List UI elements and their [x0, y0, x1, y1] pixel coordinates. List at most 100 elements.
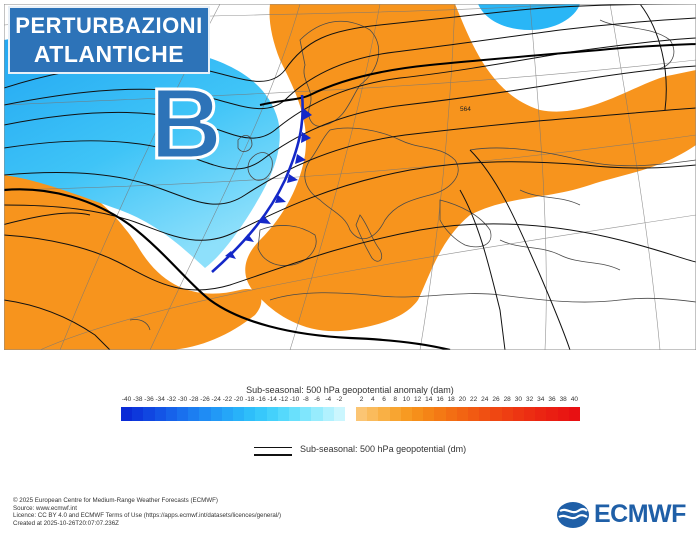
negative-tick-label: -24 — [211, 396, 221, 403]
positive-tick-label: 12 — [413, 396, 422, 403]
negative-tick-label: -40 — [121, 396, 132, 403]
negative-swatch — [266, 407, 278, 421]
positive-tick-label: 10 — [402, 396, 411, 403]
low-pressure-symbol: B — [148, 68, 223, 180]
positive-swatch — [356, 407, 368, 421]
ecmwf-logo-text: ECMWF — [594, 500, 686, 528]
negative-swatch — [233, 407, 245, 421]
negative-tick-label: -32 — [166, 396, 177, 403]
negative-swatch — [255, 407, 267, 421]
negative-swatch — [132, 407, 144, 421]
positive-tick-label: 2 — [359, 396, 364, 403]
weather-map: 564 — [4, 4, 696, 350]
negative-swatch — [143, 407, 155, 421]
positive-tick-label: 32 — [525, 396, 534, 403]
positive-swatch — [456, 407, 469, 421]
negative-tick-label: -6 — [314, 396, 320, 403]
negative-tick-label: -28 — [189, 396, 199, 403]
positive-tick-label: 6 — [382, 396, 386, 403]
positive-swatch — [412, 407, 424, 421]
positive-swatch — [400, 407, 413, 421]
positive-swatch — [568, 407, 581, 421]
negative-tick-label: -30 — [177, 396, 188, 403]
negative-tick-label: -34 — [155, 396, 165, 403]
cold-front — [211, 94, 312, 273]
negative-swatch — [199, 407, 211, 421]
negative-tick-label: -18 — [245, 396, 255, 403]
positive-swatch — [367, 407, 379, 421]
positive-tick-label: 30 — [514, 396, 523, 403]
low-anomaly-area-north — [478, 4, 580, 30]
positive-tick-label: 26 — [492, 396, 500, 403]
negative-swatch — [244, 407, 256, 421]
positive-swatch — [535, 407, 547, 421]
negative-tick-label: -2 — [336, 396, 343, 403]
negative-swatch — [165, 407, 178, 421]
negative-tick-label: -4 — [325, 396, 332, 403]
positive-tick-label: 8 — [393, 396, 397, 403]
positive-swatch — [501, 407, 513, 421]
positive-tick-label: 40 — [570, 396, 579, 403]
positive-tick-labels: 2 4 6 8 10 12 14 16 18 20 22 24 26 28 30 32 34 36 38 40 — [356, 396, 580, 406]
geopotential-line-key — [254, 447, 292, 456]
footer-line: Source: www.ecmwf.int — [13, 504, 77, 512]
positive-tick-label: 20 — [458, 396, 467, 403]
footer-line: Created at 2025-10-26T20:07:07.236Z — [13, 519, 119, 527]
positive-tick-label: 24 — [481, 396, 489, 403]
positive-tick-label: 36 — [548, 396, 556, 403]
footer-line: Licence: CC BY 4.0 and ECMWF Terms of Us… — [13, 512, 282, 520]
negative-swatch — [311, 407, 323, 421]
contour-label: 564 — [460, 106, 471, 113]
positive-tick-label: 16 — [436, 396, 444, 403]
negative-swatch — [221, 407, 234, 421]
negative-tick-labels: -40 -38 -36 -34 -32 -30 -28 -26 -24 -22 -20 -18 -16-… — [121, 396, 345, 406]
negative-swatch — [177, 407, 189, 421]
negative-tick-label: -36 — [144, 396, 154, 403]
positive-swatch — [524, 407, 536, 421]
positive-swatch — [512, 407, 525, 421]
high-anomaly-area — [245, 4, 696, 332]
positive-tick-label: 28 — [503, 396, 511, 403]
negative-swatch — [300, 407, 312, 421]
positive-swatch — [423, 407, 435, 421]
positive-swatch — [479, 407, 491, 421]
negative-tick-label: -22 — [222, 396, 233, 403]
positive-swatch — [557, 407, 569, 421]
title-line-2: ATLANTICHE — [33, 41, 185, 67]
negative-swatch — [289, 407, 301, 421]
negative-tick-label: -8 — [302, 396, 309, 403]
negative-swatch — [210, 407, 222, 421]
negative-swatch — [188, 407, 200, 421]
negative-swatch — [154, 407, 166, 421]
map-title-box: PERTURBAZIONI ATLANTICHE — [8, 6, 210, 74]
positive-swatch — [546, 407, 558, 421]
ecmwf-logo-icon — [557, 501, 589, 528]
bold-geopotential-contour — [4, 188, 451, 350]
negative-tick-label: -12 — [278, 396, 289, 403]
positive-tick-label: 14 — [425, 396, 433, 403]
positive-tick-label: 22 — [469, 396, 478, 403]
geopotential-legend-label: Sub-seasonal: 500 hPa geopotential (dm) — [300, 444, 467, 454]
footer-line: © 2025 European Centre for Medium-Range … — [13, 497, 218, 504]
negative-tick-label: -38 — [133, 396, 143, 403]
positive-color-scale — [356, 407, 581, 421]
negative-swatch — [121, 407, 133, 421]
negative-swatch — [322, 407, 334, 421]
high-anomaly-area-southwest — [4, 160, 262, 350]
positive-swatch — [434, 407, 446, 421]
negative-tick-label: -20 — [233, 396, 244, 403]
anomaly-legend-title: Sub-seasonal: 500 hPa geopotential anoma… — [246, 385, 454, 395]
negative-tick-label: -16 — [256, 396, 266, 403]
ecmwf-logo: ECMWF — [556, 500, 686, 529]
positive-tick-label: 38 — [559, 396, 567, 403]
title-line-1: PERTURBAZIONI — [15, 13, 203, 38]
negative-tick-label: -14 — [267, 396, 277, 403]
negative-color-scale — [121, 407, 346, 421]
negative-swatch — [333, 407, 346, 421]
positive-swatch — [490, 407, 502, 421]
positive-swatch — [445, 407, 457, 421]
positive-swatch — [378, 407, 390, 421]
positive-tick-label: 4 — [370, 396, 375, 403]
positive-swatch — [468, 407, 480, 421]
negative-swatch — [277, 407, 290, 421]
